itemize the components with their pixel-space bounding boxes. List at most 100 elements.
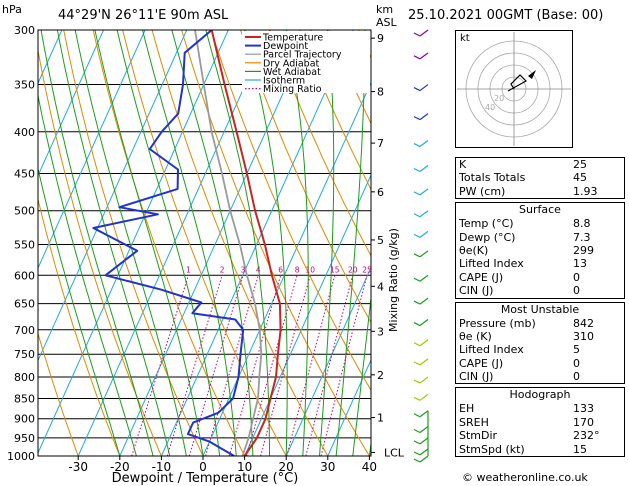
most-unstable-title: Most Unstable [500,302,580,316]
dry-adiabat-line [240,30,371,324]
most-unstable-value: 5 [573,343,580,357]
dry-adiabat-line [269,30,371,257]
mixing-ratio-label: 10 [305,265,315,274]
index-value: 45 [573,171,587,185]
mixing-ratio-line [260,275,311,456]
wind-barb [419,358,429,366]
hodograph-stat-value: 232° [573,429,600,443]
wind-barb-flag [413,440,421,445]
mixing-ratio-label: 25 [362,265,372,274]
surface-label: CAPE (J) [459,270,504,284]
mixing-ratio-label: 1 [186,265,191,274]
isotherm-line [38,30,104,177]
wind-barb-flag [413,277,421,282]
mixing-ratio-line [205,275,259,456]
hodograph-stat-value: 170 [573,415,594,429]
legend-item: Dewpoint [263,41,308,52]
wind-barb [419,52,429,60]
km-tick-label: 7 [377,137,384,150]
wind-barb [419,376,429,384]
km-label: km [376,3,394,16]
mixing-ratio-line [286,275,336,456]
wind-barb [419,393,429,401]
wind-barbs [413,29,429,463]
surface-value: 7.3 [573,230,591,244]
mixing-ratio-label: 8 [295,265,300,274]
hodograph-ring-label: 40 [485,103,495,112]
pressure-tick-label: 700 [14,324,35,337]
index-value: 25 [573,158,587,171]
sounding-lines [92,30,282,456]
wind-barb [419,29,429,37]
wind-barb-flag [413,342,421,347]
info-table: K 25 Totals Totals 45 PW (cm) 1.93 Surface Te… [455,157,625,460]
pressure-tick-label: 650 [14,298,35,311]
pressure-tick-label: 400 [14,126,35,139]
wind-barb [419,437,429,445]
wind-barb-flag [413,87,421,92]
dry-adiabat-line [63,30,204,456]
pressure-tick-label: 500 [14,205,35,218]
wet-adiabat-line [142,30,237,456]
wind-barb-flag [413,428,421,434]
legend-box [242,31,370,93]
background-lines [38,30,371,456]
wind-barb-flag [413,451,421,456]
pressure-tick-label: 550 [14,238,35,251]
wet-adiabat-line [38,93,137,456]
wind-barb [419,455,429,463]
mixing-ratio-label: 20 [348,265,358,274]
hodograph-stats-box: Hodograph EH 133 SREH 170 StmDir 232° StmSpd (… [455,387,625,458]
legend-item: Temperature [262,33,323,44]
wind-barb [419,165,429,172]
parcel-trajectory-line [194,30,263,456]
wind-barb-flag [413,32,421,37]
mixing-ratio-line [188,275,244,456]
surface-box: Surface Temp (°C) 8.8 Dewp (°C) 7.3 θe(K) 299… [455,202,625,299]
skewt-chart: 3003504004505005506006507007508008509009… [7,24,429,486]
hodograph-stat-label: SREH [459,415,489,429]
x-tick-label: 30 [320,460,335,474]
hodograph-stat-value: 15 [573,442,587,456]
wind-barb [419,113,429,121]
km-tick-label: 2 [377,369,384,382]
index-label: K [459,158,467,171]
km-tick-label: 6 [377,186,384,199]
mixing-ratio-axis-label: Mixing Ratio (g/kg) [387,228,400,332]
legend-item: Wet Adiabat [263,67,321,78]
wind-barb [419,210,429,218]
indices-box: K 25 Totals Totals 45 PW (cm) 1.93 [455,157,625,200]
wind-barb [419,230,429,238]
wind-barb-flag [413,213,421,218]
wind-barb [419,319,429,327]
surface-row: Temp (°C) 8.8 [456,217,624,230]
hodograph-stat-row: StmSpd (kt) 15 [456,443,624,456]
km-tick-label: 9 [377,32,384,45]
wind-barb [419,426,429,433]
wind-barb [419,297,429,305]
wet-adiabat-line [335,30,366,456]
most-unstable-label: θe (K) [459,329,492,343]
most-unstable-row: Lifted Index 5 [456,343,624,356]
hodograph-ring-label: 20 [494,94,504,103]
pressure-tick-label: 600 [14,269,35,282]
footer-credit[interactable]: © weatheronline.co.uk [462,471,588,484]
index-label: Totals Totals [459,171,526,185]
temperature-line [210,30,282,456]
wet-adiabat-line [40,30,154,456]
mixing-ratio-line [166,275,223,456]
wind-barb [419,188,429,196]
km-tick-label: 3 [377,325,384,338]
wet-adiabat-line [244,30,288,456]
index-row: Totals Totals 45 [456,171,624,184]
pressure-tick-label: 950 [14,432,35,445]
pressure-tick-label: 900 [14,413,35,426]
mixing-ratio-line [246,275,298,456]
wind-barb-flag [413,379,421,384]
dry-adiabat-line [181,30,370,456]
dry-adiabat-line [38,197,121,456]
wind-barb-flag [413,253,421,258]
wind-barb [419,410,429,418]
x-tick-label: 20 [279,460,294,474]
wind-barb-flag [413,322,421,327]
